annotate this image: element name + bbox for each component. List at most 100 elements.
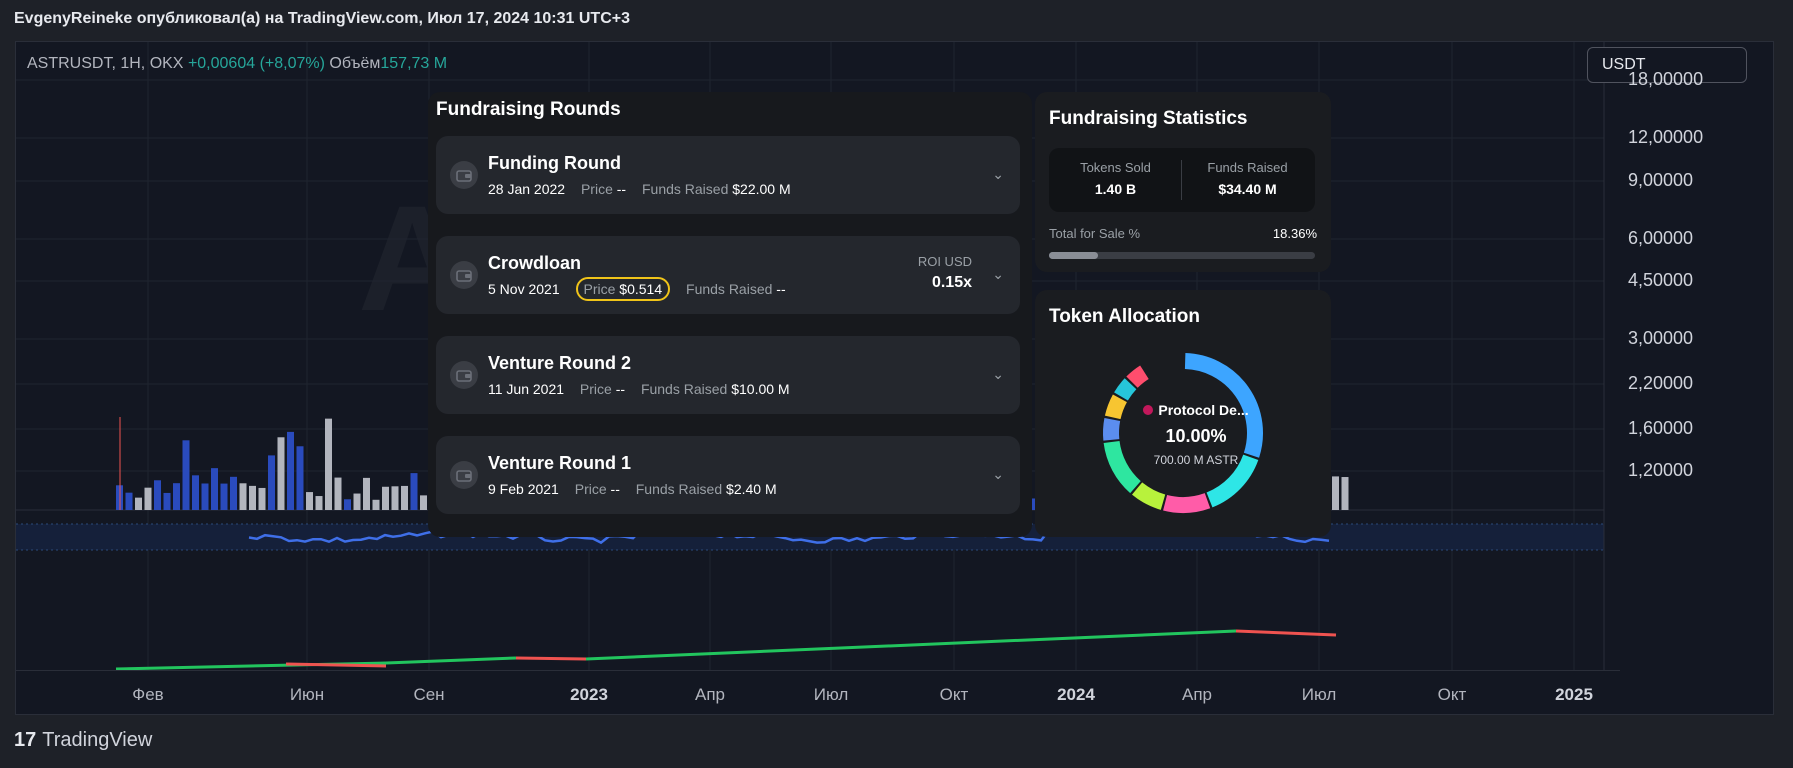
price-tick: 1,60000 <box>1628 418 1694 438</box>
tokens-sold-stat: Tokens Sold 1.40 B <box>1053 160 1178 197</box>
funds-label: Funds Raised <box>641 181 729 197</box>
tradingview-logo-icon: 17 <box>14 729 37 751</box>
volume-bar <box>239 483 247 510</box>
roi-value: 0.15x <box>931 274 972 291</box>
volume-bar <box>391 486 399 510</box>
volume-bar <box>258 487 266 510</box>
time-axis[interactable]: Фев Июн Сен 2023 Апр Июл Окт 2024 Апр Ию… <box>16 670 1620 714</box>
round-funds: -- <box>776 281 786 297</box>
trend-segment-up <box>585 629 1237 661</box>
funds-label: Funds Raised <box>640 381 728 397</box>
volume-bar <box>220 483 228 510</box>
price-tick: 3,00000 <box>1628 328 1694 348</box>
stats-title: Fundraising Statistics <box>1049 108 1248 129</box>
volume-bar <box>211 468 218 510</box>
donut-segment[interactable] <box>1206 454 1259 508</box>
round-card-venture-round-1[interactable]: Venture Round 1 9 Feb 2021 Price -- Fund… <box>436 436 1020 514</box>
round-date: 5 Nov 2021 <box>488 281 560 297</box>
volume-bar <box>315 496 323 510</box>
volume-bar <box>1332 476 1339 510</box>
chevron-down-icon[interactable]: ⌄ <box>992 166 1004 182</box>
progress-fill <box>1049 252 1098 259</box>
donut-segment[interactable] <box>1163 493 1211 513</box>
donut-segment[interactable] <box>1103 440 1141 494</box>
volume-value: 157,73 M <box>380 55 448 72</box>
brand-name: TradingView <box>42 729 153 751</box>
round-price: -- <box>615 381 626 397</box>
legend-dot <box>1143 405 1154 415</box>
time-tick: Фев <box>132 685 164 704</box>
round-price: -- <box>610 481 620 497</box>
round-funds: $22.00 M <box>732 181 791 197</box>
donut-segment[interactable] <box>1184 353 1263 458</box>
price-highlight-circle: Price $0.514 <box>575 277 671 301</box>
round-funds: $2.40 M <box>726 481 777 497</box>
price-tick: 6,00000 <box>1628 228 1694 248</box>
round-card-venture-round-2[interactable]: Venture Round 2 11 Jun 2021 Price -- Fun… <box>436 336 1020 414</box>
time-tick: Апр <box>695 685 725 704</box>
volume-bar <box>230 476 237 510</box>
funds-raised-value: $34.40 M <box>1218 181 1277 197</box>
fundraising-statistics-panel: Fundraising Statistics Tokens Sold 1.40 … <box>1035 92 1331 272</box>
round-funds: $10.00 M <box>731 381 790 397</box>
round-date: 11 Jun 2021 <box>488 381 565 397</box>
price-tick: 4,50000 <box>1628 270 1694 290</box>
volume-bar <box>334 477 342 510</box>
trend-segment-down <box>1235 629 1337 637</box>
symbol-name: ASTRUSDT, 1H, OKX <box>27 55 184 72</box>
total-for-sale-value: 18.36% <box>1272 226 1317 241</box>
donut-segment[interactable] <box>1103 418 1121 441</box>
volume-bar <box>420 495 427 510</box>
funds-label: Funds Raised <box>635 481 723 497</box>
tradingview-logo[interactable]: 17 TradingView <box>14 729 152 752</box>
price-tick: 2,20000 <box>1628 373 1694 393</box>
price-axis[interactable]: 18,00000 12,00000 9,00000 6,00000 4,5000… <box>1604 42 1773 592</box>
volume-bar <box>287 431 294 510</box>
round-card-crowdloan[interactable]: Crowdloan 5 Nov 2021 Price $0.514 Funds … <box>436 236 1020 314</box>
wallet-icon <box>450 461 478 489</box>
round-meta: 9 Feb 2021 Price -- Funds Raised $2.40 M <box>488 481 777 497</box>
round-price: $0.514 <box>619 281 663 297</box>
volume-bar <box>125 492 133 510</box>
price-label: Price <box>574 481 607 497</box>
time-tick: 2025 <box>1555 685 1593 704</box>
symbol-legend[interactable]: ASTRUSDT, 1H, OKX +0,00604 (+8,07%) Объё… <box>27 55 447 73</box>
round-meta: 28 Jan 2022 Price -- Funds Raised $22.00… <box>488 181 791 197</box>
round-meta: 5 Nov 2021 Price $0.514 Funds Raised -- <box>488 277 786 301</box>
volume-bar <box>249 485 256 510</box>
volume-bar <box>163 492 171 510</box>
allocation-donut-chart[interactable] <box>1095 345 1271 521</box>
tokens-sold-value: 1.40 B <box>1094 181 1137 197</box>
time-tick: Окт <box>939 685 969 704</box>
round-date: 9 Feb 2021 <box>488 481 559 497</box>
chevron-down-icon[interactable]: ⌄ <box>992 366 1004 382</box>
donut-segment[interactable] <box>1114 378 1137 401</box>
volume-bar <box>192 475 199 510</box>
volume-bar <box>372 499 380 510</box>
price-label: Price <box>583 281 616 297</box>
volume-bar <box>410 473 418 510</box>
price-change: +0,00604 (+8,07%) <box>187 55 325 72</box>
total-for-sale-progress <box>1049 252 1315 259</box>
chevron-down-icon[interactable]: ⌄ <box>992 266 1004 282</box>
time-tick: Июл <box>1301 685 1337 704</box>
volume-bar <box>144 487 152 510</box>
volume-bar <box>201 483 209 510</box>
total-for-sale-label: Total for Sale % <box>1049 226 1141 241</box>
wallet-icon <box>450 361 478 389</box>
trend-segment-down <box>515 656 587 661</box>
selected-percent: 10.00% <box>1165 426 1227 446</box>
donut-segment[interactable] <box>1132 482 1166 510</box>
volume-bar <box>182 440 190 510</box>
time-tick: Апр <box>1182 685 1212 704</box>
price-tick: 1,20000 <box>1628 460 1694 480</box>
price-tick: 18,00000 <box>1628 69 1704 89</box>
round-card-funding-round[interactable]: Funding Round 28 Jan 2022 Price -- Funds… <box>436 136 1020 214</box>
donut-segment[interactable] <box>1126 365 1149 388</box>
time-tick: Июл <box>813 685 849 704</box>
donut-segment[interactable] <box>1104 394 1128 420</box>
trend-segment-down <box>285 662 387 668</box>
volume-bar <box>401 485 408 510</box>
currency-select[interactable]: USDT <box>1587 47 1747 83</box>
chevron-down-icon[interactable]: ⌄ <box>992 466 1004 482</box>
